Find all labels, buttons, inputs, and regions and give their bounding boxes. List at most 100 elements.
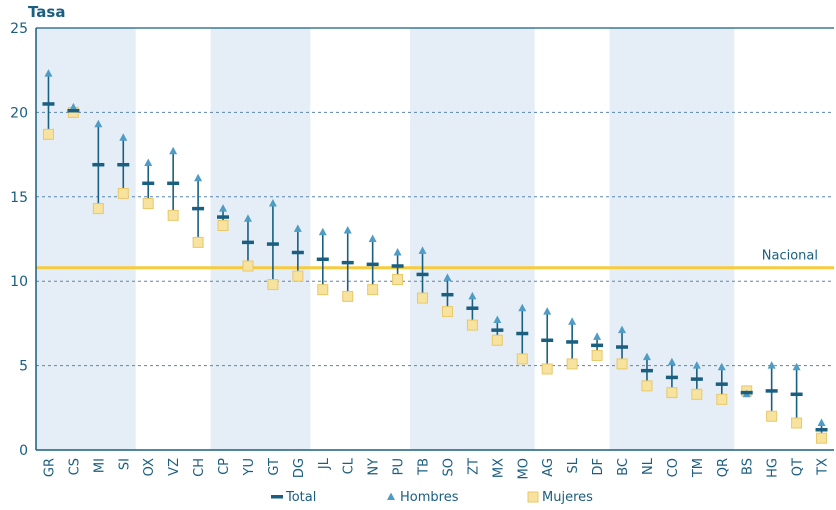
mujeres-point	[392, 274, 404, 286]
x-tick-label: CO	[666, 458, 681, 477]
total-point	[665, 375, 678, 380]
mujeres-point	[566, 358, 578, 370]
mujeres-point	[516, 353, 528, 365]
x-tick-label: SI	[117, 458, 132, 470]
y-tick-label: 10	[10, 274, 28, 290]
mujeres-point	[417, 292, 429, 304]
hombres-point	[268, 199, 277, 207]
mujeres-point	[691, 388, 703, 400]
total-point	[616, 345, 629, 349]
legend-mujeres-label: Mujeres	[542, 490, 593, 505]
y-tick-label: 25	[10, 21, 28, 37]
hombres-point	[692, 361, 701, 369]
hombres-point	[717, 362, 726, 371]
total-point	[291, 250, 304, 255]
hombres-point	[767, 361, 776, 369]
total-point	[740, 390, 753, 395]
shaded-band	[410, 28, 535, 450]
hombres-point	[568, 317, 577, 325]
total-point	[192, 206, 205, 211]
total-point	[566, 340, 579, 344]
total-point	[67, 108, 80, 113]
total-point	[790, 392, 803, 397]
legend-total-swatch	[271, 495, 283, 499]
mujeres-point	[217, 219, 229, 231]
x-tick-label: SL	[566, 457, 581, 473]
x-tick-label: VZ	[167, 458, 182, 476]
total-point	[391, 264, 404, 268]
total-point	[117, 162, 130, 167]
x-tick-label: YU	[242, 458, 257, 476]
legend: Total Hombres Mujeres	[271, 490, 593, 505]
mujeres-point	[367, 284, 379, 296]
total-point	[167, 181, 180, 186]
mujeres-point	[766, 410, 778, 422]
shaded-bands	[36, 28, 735, 450]
mujeres-point	[167, 209, 179, 221]
hombres-point	[169, 146, 178, 155]
mujeres-point	[541, 363, 553, 375]
hombres-point	[468, 291, 477, 300]
hombres-point	[593, 332, 602, 340]
hombres-point	[493, 315, 502, 324]
total-point	[815, 427, 828, 432]
x-tick-label: QT	[791, 458, 806, 476]
hombres-point	[817, 418, 826, 426]
total-point	[441, 292, 454, 297]
hombres-point	[94, 119, 103, 128]
hombres-point	[318, 227, 327, 236]
total-point	[491, 328, 504, 332]
mujeres-point	[666, 387, 678, 399]
mujeres-point	[816, 432, 828, 444]
y-tick-label: 0	[19, 443, 28, 459]
legend-mujeres-swatch	[527, 491, 539, 503]
hombres-point	[642, 352, 651, 361]
y-tick-label: 15	[10, 190, 28, 206]
shaded-band	[210, 28, 311, 450]
x-tick-label: SO	[441, 458, 456, 476]
x-tick-label: TM	[691, 458, 706, 478]
total-point	[366, 262, 379, 267]
x-tick-label: DF	[591, 458, 606, 476]
x-tick-label: DG	[292, 458, 307, 478]
mujeres-point	[117, 187, 129, 199]
x-tick-label: TX	[816, 458, 831, 476]
nacional-line-group: Nacional	[36, 249, 834, 270]
x-tick-label: QR	[716, 458, 731, 477]
hombres-point	[518, 303, 527, 312]
x-tick-label: JL	[317, 457, 332, 470]
x-tick-label: CP	[217, 458, 232, 475]
shaded-band	[36, 28, 136, 450]
mujeres-point	[142, 198, 154, 210]
mujeres-point	[441, 306, 453, 318]
hombres-point	[119, 133, 128, 141]
mujeres-point	[466, 319, 478, 331]
hombres-point	[243, 214, 252, 222]
total-point	[541, 338, 554, 343]
total-point	[516, 331, 529, 336]
hombres-point	[194, 173, 203, 182]
gridlines	[36, 111, 834, 367]
x-tick-label: PU	[392, 458, 407, 475]
mujeres-point	[192, 236, 204, 248]
x-tick-label: GT	[267, 458, 282, 476]
x-tick-label: CH	[192, 458, 207, 477]
legend-hombres-label: Hombres	[400, 490, 459, 505]
hombres-point	[69, 102, 78, 111]
x-tick-label: OX	[142, 458, 157, 476]
hombres-point	[293, 224, 302, 232]
legend-total-label: Total	[285, 490, 316, 505]
x-tick-label: HG	[766, 458, 781, 478]
hombres-point	[219, 204, 228, 212]
hombres-point	[443, 273, 452, 281]
mujeres-point	[791, 417, 803, 429]
hombres-point	[418, 246, 427, 254]
mujeres-point	[267, 279, 279, 291]
total-point	[715, 382, 728, 386]
x-tick-label: NY	[367, 458, 382, 476]
legend-hombres-swatch	[387, 492, 395, 500]
total-point	[341, 260, 354, 265]
y-tick-label: 5	[19, 359, 28, 375]
x-tick-label: ZT	[466, 458, 481, 475]
